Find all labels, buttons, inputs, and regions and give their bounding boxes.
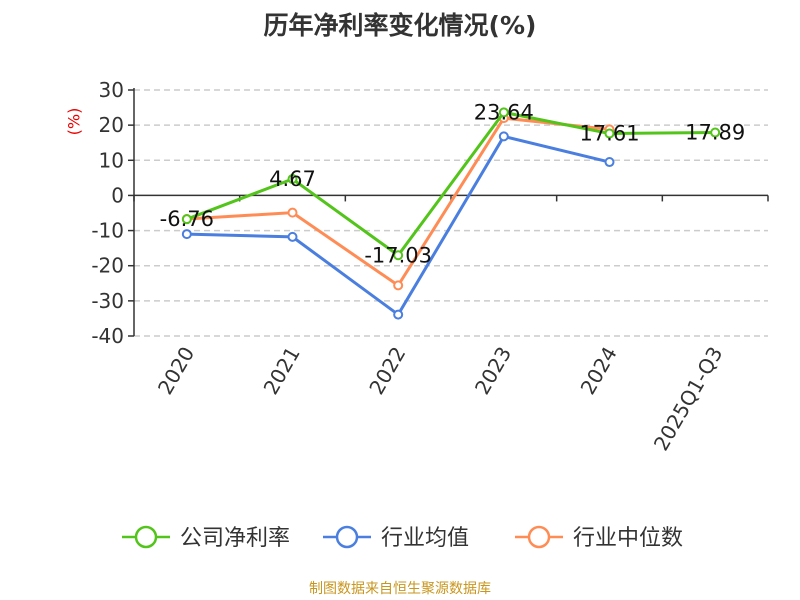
legend-item: 行业均值 [323,525,469,551]
x-tick-label: 2023 [470,343,516,399]
y-tick-label: 20 [99,113,124,137]
legend-item: 行业中位数 [515,525,683,551]
x-tick-label: 2024 [576,343,622,399]
data-label: -6.76 [160,207,214,231]
x-tick-label: 2020 [153,343,199,399]
source-note: 制图数据来自恒生聚源数据库 [309,581,491,597]
x-tick-label: 2022 [364,343,410,399]
chart-title: 历年净利率变化情况(%) [263,11,537,40]
data-point [287,231,298,242]
data-label: 17.89 [685,121,745,145]
legend-label: 公司净利率 [180,526,290,551]
legend-marker-icon [527,525,551,549]
data-point [498,107,509,118]
y-tick-label: 30 [99,78,124,102]
y-tick-label: -20 [91,254,124,278]
data-point [710,127,721,138]
data-point [604,128,615,139]
legend-label: 行业中位数 [573,526,683,551]
data-point [287,207,298,218]
legend-marker-icon [335,525,359,549]
y-tick-label: -30 [91,289,124,313]
data-point [181,214,192,225]
data-label: 23.64 [474,100,534,124]
data-point [287,174,298,185]
data-point [393,309,404,320]
legend-label: 行业均值 [381,526,469,551]
data-point [604,157,615,168]
y-tick-label: 10 [99,148,124,172]
data-point [498,131,509,142]
y-tick-label: 0 [111,183,124,207]
data-label: 17.61 [579,122,639,146]
y-tick-label: -10 [91,219,124,243]
legend-item: 公司净利率 [122,525,290,551]
data-point [393,280,404,291]
series-line [186,110,716,258]
data-point [181,229,192,240]
x-tick-label: 2021 [259,343,305,399]
y-tick-label: -40 [91,324,124,348]
legend-marker-icon [134,525,158,549]
data-label: 4.67 [269,167,316,191]
data-point [393,250,404,261]
x-tick-label: 2025Q1-Q3 [649,343,728,455]
data-label: -17.03 [364,243,432,267]
